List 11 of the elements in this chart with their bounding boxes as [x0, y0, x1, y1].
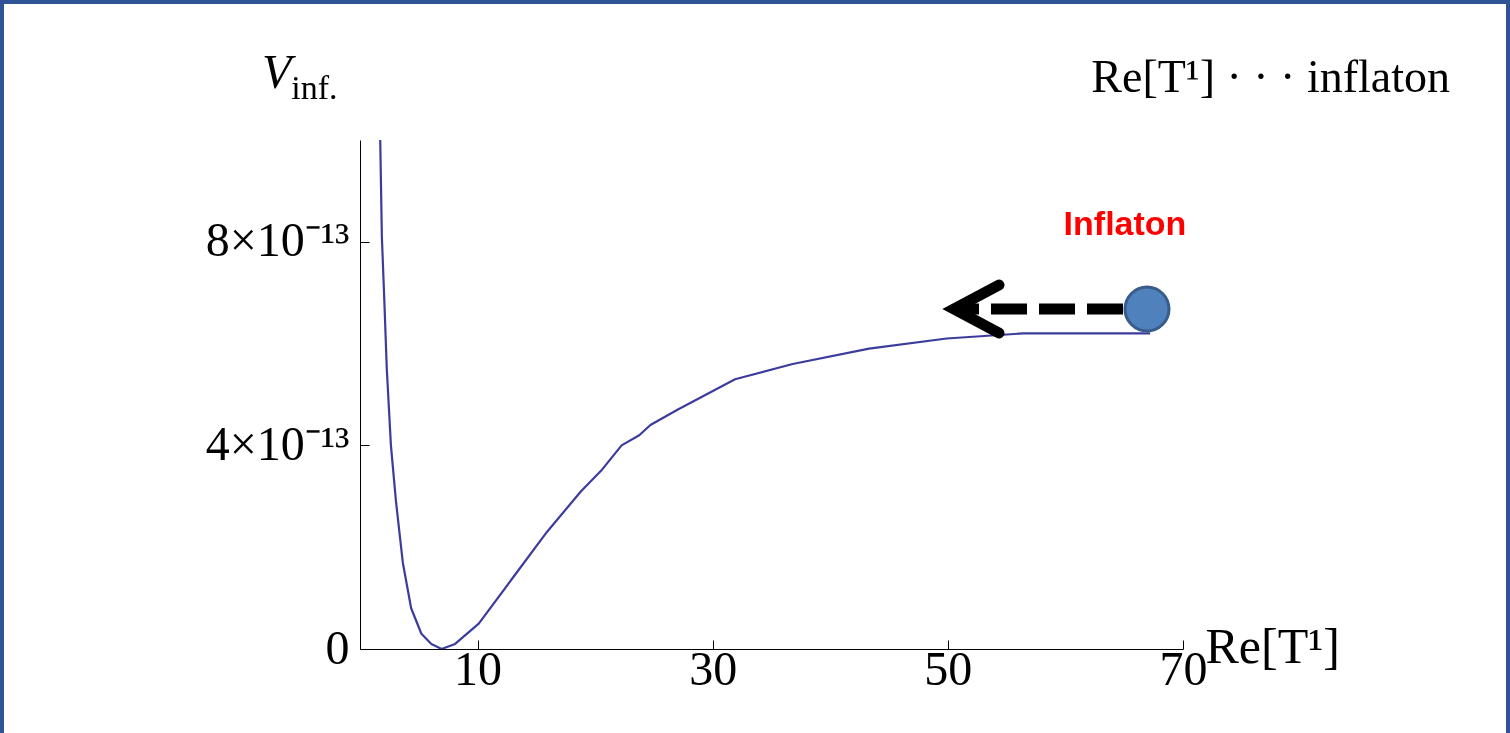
y-tick-label: 4×10⁻¹³ [205, 416, 350, 470]
y-axis-title: V$_{inf.}$ [262, 44, 338, 107]
x-tick-label: 10 [454, 641, 503, 695]
x-tick-label: 50 [924, 641, 973, 695]
x-axis-title: Re[T¹] [1205, 617, 1340, 674]
x-tick-label: 30 [689, 641, 738, 695]
x-tick-label: 70 [1159, 641, 1208, 695]
y-tick-label: 0 [325, 620, 350, 674]
y-tick-label: 8×10⁻¹³ [205, 213, 350, 267]
chart-title: Re[T¹] · · · inflaton [1091, 51, 1450, 102]
annotation: Inflaton [1063, 204, 1187, 242]
